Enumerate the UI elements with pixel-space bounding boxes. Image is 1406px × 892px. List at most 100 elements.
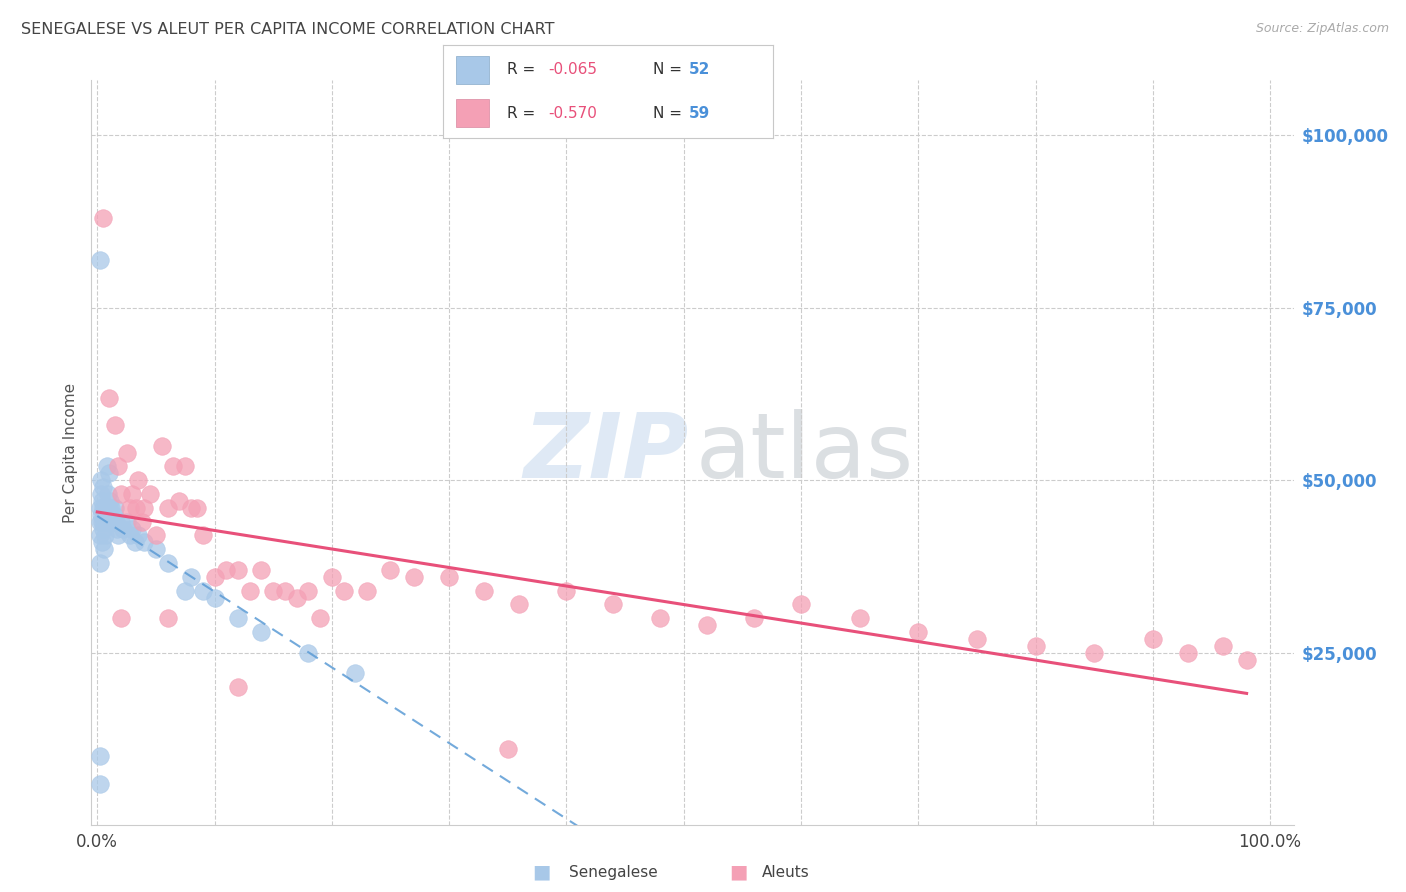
Point — [226, 563, 249, 577]
Point — [1142, 632, 1164, 646]
Point — [742, 611, 765, 625]
Point — [226, 611, 249, 625]
Point — [91, 522, 114, 536]
Point — [156, 556, 179, 570]
Point — [496, 742, 519, 756]
Point — [96, 500, 118, 515]
Text: Aleuts: Aleuts — [762, 865, 810, 880]
Point — [907, 625, 929, 640]
Point — [91, 500, 114, 515]
Point — [97, 515, 120, 529]
Point — [174, 459, 197, 474]
Point — [98, 391, 121, 405]
Point — [204, 591, 226, 605]
Text: 52: 52 — [689, 62, 710, 77]
Y-axis label: Per Capita Income: Per Capita Income — [63, 383, 79, 523]
Point — [105, 515, 128, 529]
Point — [91, 211, 114, 226]
Point — [127, 473, 149, 487]
Point — [162, 459, 184, 474]
Point — [131, 515, 153, 529]
Point — [90, 473, 112, 487]
Point — [1177, 646, 1199, 660]
Point — [89, 515, 111, 529]
Point — [139, 487, 162, 501]
Point — [91, 494, 114, 508]
Point — [100, 500, 122, 515]
Text: 59: 59 — [689, 106, 710, 121]
Point — [101, 515, 124, 529]
Point — [215, 563, 238, 577]
Point — [226, 680, 249, 694]
Point — [89, 777, 111, 791]
Point — [105, 522, 128, 536]
Point — [93, 515, 115, 529]
Point — [120, 500, 142, 515]
Text: -0.570: -0.570 — [548, 106, 598, 121]
Point — [169, 494, 191, 508]
Point — [94, 508, 117, 522]
Point — [134, 535, 156, 549]
Point — [94, 528, 117, 542]
Text: ■: ■ — [531, 863, 551, 882]
Point — [110, 611, 132, 625]
Point — [297, 646, 319, 660]
Text: atlas: atlas — [696, 409, 914, 497]
Point — [191, 528, 214, 542]
Point — [1083, 646, 1105, 660]
Text: Source: ZipAtlas.com: Source: ZipAtlas.com — [1256, 22, 1389, 36]
Point — [297, 583, 319, 598]
Point — [332, 583, 354, 598]
Point — [103, 508, 125, 522]
Point — [966, 632, 988, 646]
Point — [98, 500, 121, 515]
Point — [89, 500, 111, 515]
Point — [650, 611, 672, 625]
Point — [107, 459, 129, 474]
Point — [156, 500, 179, 515]
Point — [115, 446, 138, 460]
Point — [91, 515, 114, 529]
Point — [127, 528, 149, 542]
Point — [696, 618, 718, 632]
Point — [96, 459, 118, 474]
Point — [1212, 639, 1234, 653]
Point — [110, 515, 132, 529]
Point — [555, 583, 578, 598]
Point — [356, 583, 378, 598]
Point — [285, 591, 308, 605]
Point — [115, 515, 138, 529]
Point — [180, 570, 202, 584]
Point — [89, 749, 111, 764]
Point — [90, 487, 112, 501]
Point — [186, 500, 208, 515]
Point — [89, 252, 111, 267]
Point — [1024, 639, 1046, 653]
Point — [174, 583, 197, 598]
Point — [145, 528, 167, 542]
Point — [250, 563, 273, 577]
Bar — [456, 99, 489, 127]
Point — [104, 500, 127, 515]
Point — [89, 528, 111, 542]
Point — [437, 570, 460, 584]
Point — [204, 570, 226, 584]
Point — [110, 487, 132, 501]
Point — [107, 528, 129, 542]
Point — [180, 500, 202, 515]
Text: N =: N = — [652, 106, 686, 121]
Point — [472, 583, 495, 598]
Point — [191, 583, 214, 598]
Point — [402, 570, 425, 584]
Text: ■: ■ — [728, 863, 748, 882]
Point — [274, 583, 297, 598]
Point — [97, 487, 120, 501]
Text: N =: N = — [652, 62, 686, 77]
Point — [98, 467, 121, 481]
Point — [309, 611, 332, 625]
Point — [156, 611, 179, 625]
Point — [134, 500, 156, 515]
Point — [112, 522, 135, 536]
Bar — [456, 56, 489, 84]
Point — [239, 583, 262, 598]
